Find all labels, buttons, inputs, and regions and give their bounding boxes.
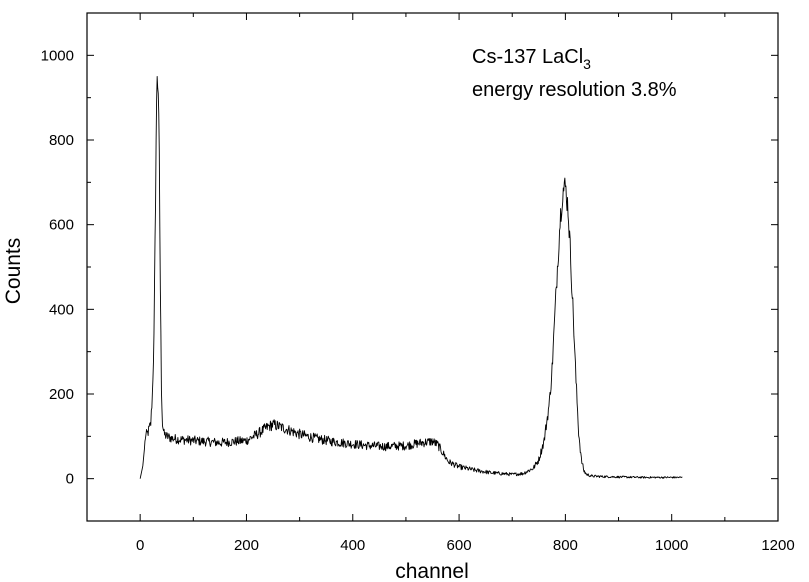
x-tick-label: 800 xyxy=(553,537,578,554)
annotation-line1: Cs-137 LaCl3 xyxy=(472,46,591,72)
y-tick-label: 1000 xyxy=(41,47,74,64)
y-axis-title: Counts xyxy=(2,238,25,305)
y-tick-label: 0 xyxy=(66,471,74,488)
annotation-line1-text: Cs-137 LaCl xyxy=(472,46,583,68)
x-tick-label: 1200 xyxy=(761,537,794,554)
annotation-line2: energy resolution 3.8% xyxy=(472,79,677,101)
y-tick-label: 800 xyxy=(49,132,74,149)
x-axis-title: channel xyxy=(395,560,469,582)
x-tick-label: 200 xyxy=(234,537,259,554)
x-tick-label: 0 xyxy=(136,537,144,554)
y-tick-label: 600 xyxy=(49,217,74,234)
x-tick-label: 1000 xyxy=(655,537,688,554)
spectrum-line xyxy=(139,76,683,479)
y-tick-label: 400 xyxy=(49,301,74,318)
x-tick-label: 600 xyxy=(447,537,472,554)
x-tick-label: 400 xyxy=(340,537,365,554)
y-tick-label: 200 xyxy=(49,386,74,403)
annotation-line1-subscript: 3 xyxy=(583,56,591,72)
